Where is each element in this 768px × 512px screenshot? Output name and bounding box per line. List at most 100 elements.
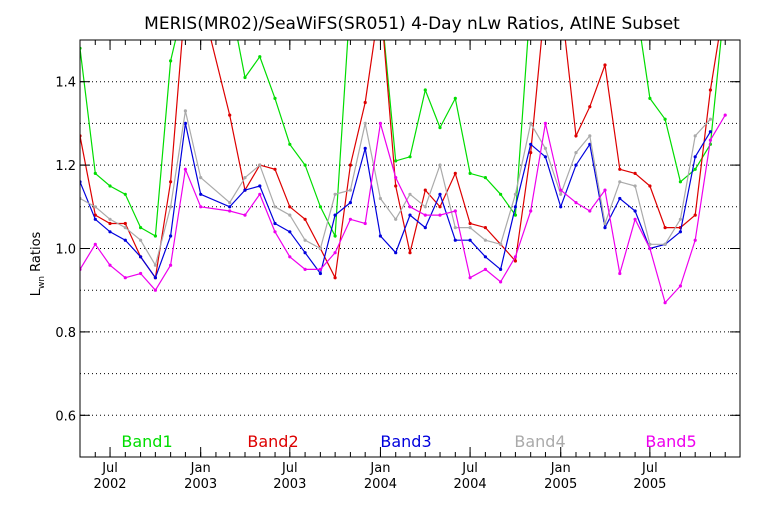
data-point-band2 bbox=[438, 205, 442, 209]
data-point-band4 bbox=[663, 242, 667, 246]
data-point-band2 bbox=[348, 163, 352, 167]
data-point-band1 bbox=[123, 192, 127, 196]
data-point-band3 bbox=[378, 234, 382, 238]
legend-entry-band3: Band3 bbox=[380, 432, 431, 451]
data-point-band4 bbox=[513, 192, 518, 196]
x-tick-label-month: Jan bbox=[550, 461, 571, 476]
y-tick-label: 1.4 bbox=[55, 76, 76, 91]
data-point-band4 bbox=[123, 226, 127, 230]
x-tick-label-month: Jan bbox=[369, 461, 390, 476]
data-point-band4 bbox=[483, 238, 487, 242]
data-point-band2 bbox=[169, 180, 173, 184]
data-point-band5 bbox=[108, 263, 112, 267]
data-point-band5 bbox=[678, 284, 683, 288]
data-point-band1 bbox=[139, 226, 143, 230]
data-point-band4 bbox=[408, 192, 412, 196]
series-lines bbox=[80, 40, 727, 305]
x-tick-label-year: 2004 bbox=[454, 477, 487, 492]
data-point-band1 bbox=[394, 159, 398, 163]
data-point-band4 bbox=[183, 109, 187, 113]
grid bbox=[80, 81, 740, 416]
data-point-band3 bbox=[559, 205, 563, 209]
data-point-band5 bbox=[693, 238, 697, 242]
data-point-band1 bbox=[408, 155, 412, 159]
data-point-band3 bbox=[438, 192, 442, 196]
data-point-band5 bbox=[199, 205, 203, 209]
data-point-band4 bbox=[363, 121, 367, 125]
data-point-band2 bbox=[513, 259, 518, 263]
data-point-band1 bbox=[93, 171, 97, 175]
data-point-band3 bbox=[408, 213, 412, 217]
data-point-band5 bbox=[663, 301, 667, 305]
x-tick-label-year: 2005 bbox=[633, 477, 666, 492]
data-point-band4 bbox=[108, 217, 112, 221]
data-point-band1 bbox=[303, 163, 307, 167]
data-point-band3 bbox=[303, 251, 307, 255]
data-point-band5 bbox=[288, 255, 292, 259]
data-point-band5 bbox=[153, 288, 157, 292]
data-point-band3 bbox=[618, 196, 622, 201]
data-point-band4 bbox=[678, 217, 683, 221]
data-point-band4 bbox=[603, 221, 607, 226]
data-point-band5 bbox=[139, 271, 143, 276]
data-point-band3 bbox=[139, 255, 143, 259]
data-point-band5 bbox=[603, 188, 607, 192]
data-point-band3 bbox=[318, 271, 322, 276]
data-point-band2 bbox=[363, 100, 367, 105]
data-point-band5 bbox=[648, 246, 652, 251]
data-point-band2 bbox=[588, 105, 592, 109]
data-point-band4 bbox=[139, 238, 143, 242]
data-point-band4 bbox=[423, 205, 427, 209]
data-point-band3 bbox=[169, 234, 173, 238]
data-point-band3 bbox=[483, 255, 487, 259]
data-point-band1 bbox=[678, 180, 683, 184]
data-point-band3 bbox=[603, 226, 607, 230]
y-tick-label: 0.6 bbox=[55, 409, 76, 424]
data-point-band3 bbox=[363, 146, 367, 150]
data-point-band3 bbox=[348, 201, 352, 205]
x-tick-label-year: 2002 bbox=[93, 477, 126, 492]
data-point-band1 bbox=[333, 234, 337, 238]
data-point-band5 bbox=[258, 192, 262, 196]
x-tick-label-month: Jul bbox=[281, 461, 298, 476]
data-point-band3 bbox=[243, 188, 247, 192]
data-point-band1 bbox=[663, 117, 667, 121]
data-point-band5 bbox=[273, 230, 277, 234]
data-point-band5 bbox=[333, 251, 337, 255]
data-point-band3 bbox=[633, 209, 637, 213]
data-point-band2 bbox=[633, 171, 637, 175]
data-point-band5 bbox=[363, 221, 367, 226]
y-tick-label: 1.2 bbox=[55, 159, 76, 174]
data-point-band3 bbox=[93, 217, 97, 221]
y-axis-label-rest: Ratios bbox=[29, 231, 44, 276]
data-point-band5 bbox=[243, 213, 247, 217]
data-point-band1 bbox=[153, 234, 157, 238]
series-line-band1 bbox=[80, 40, 722, 239]
data-point-band5 bbox=[633, 217, 637, 221]
data-point-band3 bbox=[708, 130, 713, 134]
data-point-band4 bbox=[588, 134, 592, 138]
data-point-band2 bbox=[529, 151, 533, 155]
data-point-band4 bbox=[153, 263, 157, 267]
data-point-band1 bbox=[468, 171, 472, 175]
data-point-band5 bbox=[513, 255, 518, 259]
data-point-band5 bbox=[423, 213, 427, 217]
data-point-band3 bbox=[423, 226, 427, 230]
data-point-band3 bbox=[288, 230, 292, 234]
data-point-band5 bbox=[559, 188, 563, 192]
data-point-band3 bbox=[453, 238, 457, 242]
data-point-band5 bbox=[438, 213, 442, 217]
data-point-band4 bbox=[468, 226, 472, 230]
data-point-band2 bbox=[574, 134, 578, 138]
data-point-band2 bbox=[453, 171, 457, 175]
series-line-band5 bbox=[80, 114, 726, 304]
data-point-band1 bbox=[108, 184, 112, 188]
series-line-band3 bbox=[80, 123, 711, 279]
data-point-band3 bbox=[574, 163, 578, 167]
data-point-band4 bbox=[378, 196, 382, 201]
data-point-band1 bbox=[499, 192, 503, 196]
x-tick-label-month: Jul bbox=[101, 461, 118, 476]
data-point-band2 bbox=[333, 276, 337, 280]
data-point-band4 bbox=[618, 180, 622, 184]
